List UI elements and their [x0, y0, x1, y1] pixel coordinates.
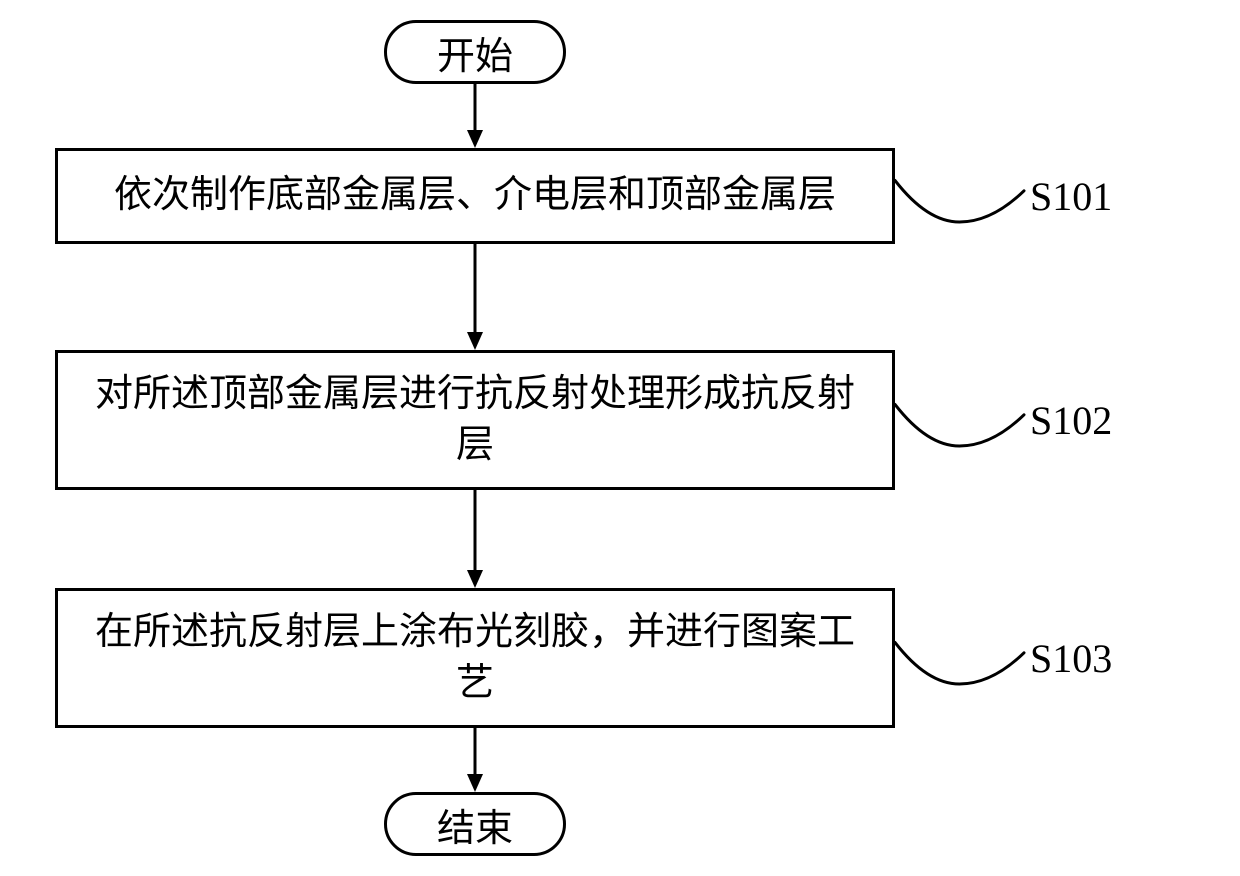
connector-layer	[0, 0, 1240, 876]
flowchart-canvas: 开始 依次制作底部金属层、介电层和顶部金属层 对所述顶部金属层进行抗反射处理形成…	[0, 0, 1240, 876]
